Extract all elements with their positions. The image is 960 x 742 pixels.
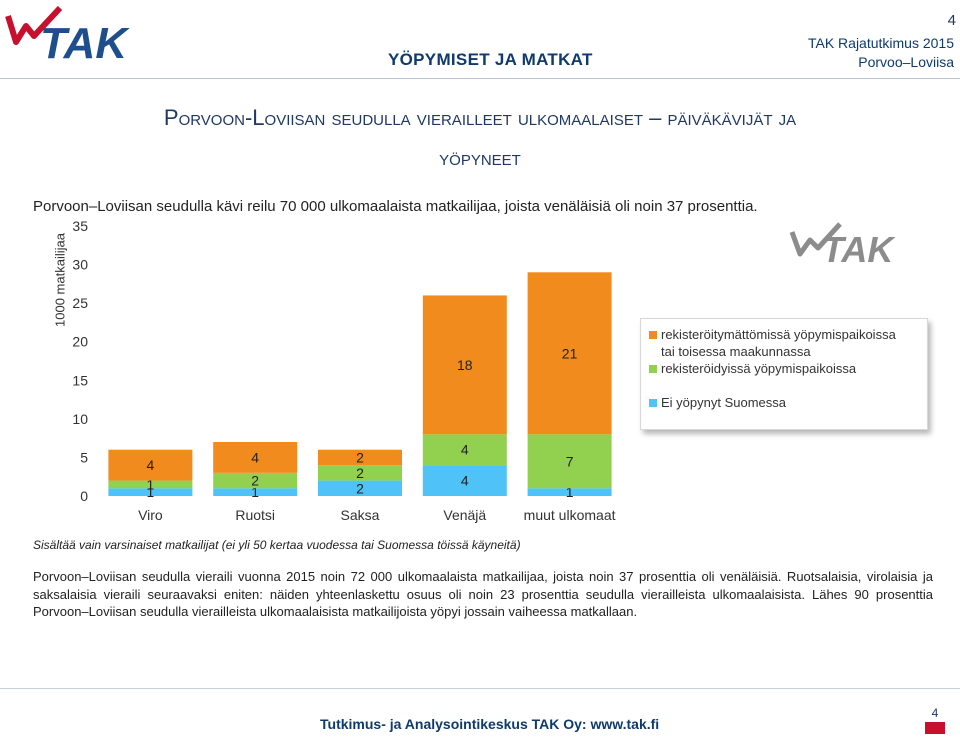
bar-value-label: 2 bbox=[356, 480, 364, 496]
legend-label-unregistered-1: rekisteröitymättömissä yöpymispaikoissa bbox=[661, 327, 896, 342]
bar-value-label: 1 bbox=[147, 484, 155, 500]
chart-legend: rekisteröitymättömissä yöpymispaikoissa … bbox=[640, 318, 928, 430]
legend-label-registered: rekisteröidyissä yöpymispaikoissa bbox=[661, 361, 857, 376]
body-paragraph: Porvoon–Loviisan seudulla vieraili vuonn… bbox=[33, 569, 933, 619]
bar-chart: 05101520253035114Viro124Ruotsi222Saksa44… bbox=[72, 218, 616, 523]
page-title-line1: Porvoon-Loviisan seudulla vierailleet ul… bbox=[163, 105, 797, 130]
footer-page-number: 4 bbox=[932, 706, 939, 720]
y-tick-label: 10 bbox=[72, 411, 88, 427]
bar-segment bbox=[422, 434, 507, 466]
x-category-label: Venäjä bbox=[443, 507, 486, 523]
bar-value-label: 4 bbox=[251, 449, 259, 465]
intro-text: Porvoon–Loviisan seudulla kävi reilu 70 … bbox=[33, 198, 758, 215]
bar-segment bbox=[318, 449, 402, 466]
legend-swatch-blue bbox=[649, 399, 657, 407]
bar-value-label: 4 bbox=[461, 442, 469, 458]
bar-value-label: 2 bbox=[251, 473, 259, 489]
legend-label-unregistered-2: tai toisessa maakunnassa bbox=[661, 344, 811, 359]
bar-value-label: 2 bbox=[356, 465, 364, 481]
y-tick-label: 25 bbox=[72, 295, 88, 311]
watermark-check-mark bbox=[789, 222, 842, 257]
x-category-label: Saksa bbox=[341, 507, 380, 523]
page-number: 4 bbox=[947, 12, 956, 29]
bar-value-label: 1 bbox=[251, 484, 259, 500]
footer-divider bbox=[0, 688, 960, 689]
bar-segment bbox=[422, 465, 507, 496]
bar-value-label: 2 bbox=[356, 449, 364, 465]
footer-page-badge: 4 bbox=[925, 706, 945, 734]
bar-segment bbox=[527, 488, 612, 496]
watermark-text: TAK bbox=[822, 229, 896, 270]
tak-logo: TAK bbox=[5, 6, 130, 64]
legend-swatch-orange bbox=[649, 331, 657, 339]
bar-value-label: 1 bbox=[147, 476, 155, 492]
footer-text: Tutkimus- ja Analysointikeskus TAK Oy: w… bbox=[320, 716, 660, 732]
legend-label-no-overnight: Ei yöpynyt Suomessa bbox=[661, 395, 787, 410]
y-tick-label: 35 bbox=[72, 218, 88, 234]
y-tick-label: 20 bbox=[72, 334, 88, 350]
y-tick-label: 5 bbox=[80, 449, 88, 465]
x-category-label: Ruotsi bbox=[235, 507, 275, 523]
bar-segment bbox=[318, 480, 402, 496]
bar-segment bbox=[108, 449, 193, 481]
y-tick-label: 15 bbox=[72, 372, 88, 388]
legend-swatch-green bbox=[649, 365, 657, 373]
logo-check-mark bbox=[5, 6, 63, 45]
bar-segment bbox=[213, 488, 298, 496]
header-divider bbox=[0, 78, 960, 79]
logo-text: TAK bbox=[40, 19, 130, 64]
chart-note: Sisältää vain varsinaiset matkailijat (e… bbox=[33, 538, 521, 552]
footer-red-block bbox=[925, 722, 945, 734]
bar-segment bbox=[213, 472, 298, 489]
bar-segment bbox=[108, 488, 193, 496]
x-category-label: Viro bbox=[138, 507, 163, 523]
bar-value-label: 4 bbox=[461, 473, 469, 489]
bar-value-label: 21 bbox=[562, 345, 578, 361]
section-title: YÖPYMISET JA MATKAT bbox=[388, 50, 593, 69]
bar-segment bbox=[527, 434, 612, 489]
bar-value-label: 1 bbox=[566, 484, 574, 500]
page-title-line2: yöpyneet bbox=[439, 145, 521, 170]
page-title: Porvoon-Loviisan seudulla vierailleet ul… bbox=[40, 98, 920, 178]
y-tick-label: 30 bbox=[72, 257, 88, 273]
bar-value-label: 7 bbox=[566, 453, 574, 469]
bar-segment bbox=[213, 442, 298, 473]
report-name: TAK Rajatutkimus 2015 bbox=[807, 35, 954, 51]
x-category-label: muut ulkomaat bbox=[524, 507, 616, 523]
report-region: Porvoo–Loviisa bbox=[858, 54, 954, 70]
report-info: TAK Rajatutkimus 2015 Porvoo–Loviisa bbox=[808, 34, 954, 72]
bar-segment bbox=[318, 465, 402, 481]
bar-segment bbox=[108, 480, 193, 489]
y-tick-label: 0 bbox=[80, 488, 88, 504]
bar-segment bbox=[527, 272, 612, 435]
bar-segment bbox=[422, 295, 507, 435]
bar-value-label: 4 bbox=[147, 457, 155, 473]
bar-value-label: 18 bbox=[457, 357, 473, 373]
watermark-logo: TAK bbox=[789, 222, 896, 270]
